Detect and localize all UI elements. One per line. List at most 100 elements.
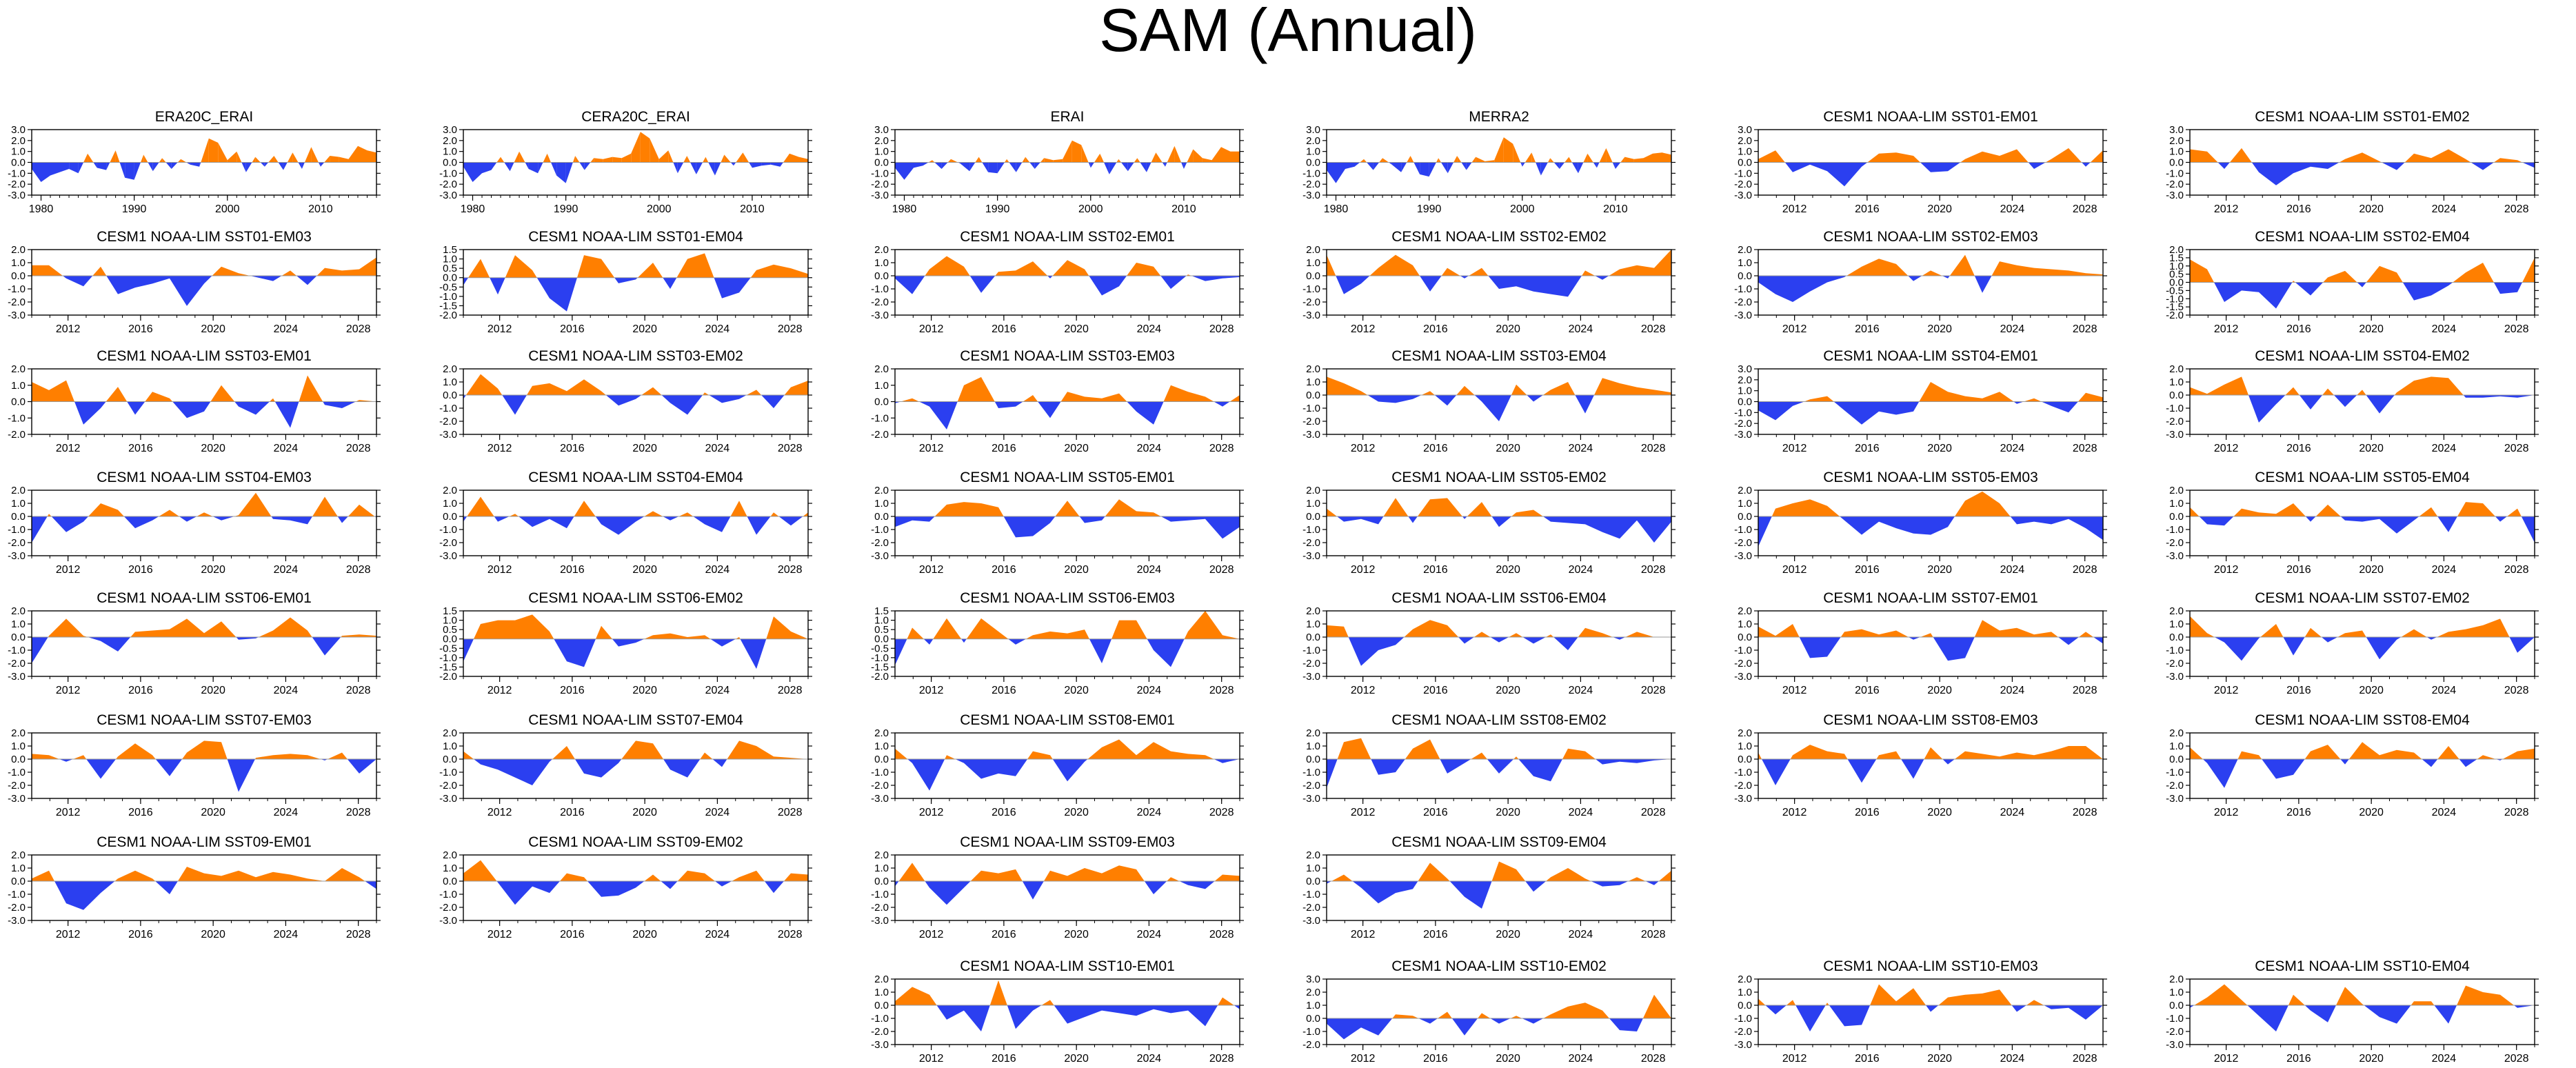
positive-area: [1404, 629, 1413, 637]
negative-area: [93, 162, 97, 168]
positive-area: [496, 157, 501, 163]
negative-area: [239, 637, 256, 640]
y-tick-label: -1.0: [1302, 283, 1320, 295]
negative-area: [1482, 395, 1499, 421]
positive-area: [2431, 1001, 2435, 1005]
positive-area: [2348, 742, 2362, 759]
negative-area: [636, 881, 645, 888]
x-tick-label: 1990: [985, 203, 1010, 215]
negative-area: [550, 516, 567, 529]
positive-area: [1033, 261, 1048, 276]
negative-area: [1378, 395, 1396, 403]
positive-area: [1599, 148, 1607, 163]
y-tick-label: 2.0: [443, 363, 457, 375]
positive-area: [1602, 378, 1620, 395]
sam-panel: CESM1 NOAA-LIM SST03-EM04-3.0-2.0-1.00.0…: [1302, 348, 1676, 454]
y-tick-label: -1.0: [2166, 293, 2184, 305]
positive-area: [2017, 149, 2029, 163]
x-tick-label: 2000: [647, 203, 672, 215]
positive-area: [1982, 989, 2000, 1005]
x-tick-label: 2028: [346, 443, 371, 454]
positive-area: [2457, 985, 2466, 1005]
x-tick-label: 2024: [2000, 1053, 2025, 1065]
positive-area: [1023, 395, 1033, 402]
positive-area: [703, 157, 706, 163]
negative-area: [323, 401, 325, 405]
y-tick-label: -3.0: [871, 793, 889, 805]
positive-area: [2034, 398, 2042, 402]
panel-frame: [2189, 978, 2535, 1045]
sam-panel: CESM1 NOAA-LIM SST09-EM02-3.0-2.0-1.00.0…: [439, 834, 812, 940]
negative-area: [2357, 282, 2362, 288]
negative-area: [1461, 162, 1467, 170]
x-tick-label: 2012: [2214, 564, 2239, 576]
positive-area: [2207, 269, 2214, 283]
positive-area: [2379, 749, 2397, 759]
negative-area: [296, 276, 308, 285]
positive-area: [2483, 992, 2500, 1005]
positive-area: [527, 385, 532, 395]
negative-area: [1637, 759, 1654, 763]
negative-area: [618, 516, 636, 535]
positive-area: [612, 157, 622, 163]
y-tick-label: 2.0: [11, 135, 26, 147]
x-tick-label: 2028: [1641, 929, 1666, 940]
negative-area: [273, 276, 282, 281]
positive-area: [705, 157, 709, 163]
negative-area: [1578, 162, 1584, 174]
x-tick-label: 2028: [778, 443, 803, 454]
negative-area: [2514, 1005, 2517, 1008]
y-tick-label: -2.0: [439, 780, 457, 792]
y-tick-label: 0.0: [11, 876, 26, 887]
negative-area: [1620, 516, 1637, 539]
panel-frame: [1326, 732, 1672, 799]
positive-area: [2276, 624, 2284, 637]
positive-area: [2069, 270, 2086, 276]
positive-area: [964, 266, 970, 276]
negative-area: [2340, 516, 2345, 521]
positive-area: [550, 383, 567, 395]
negative-area: [923, 638, 929, 645]
positive-area: [1027, 751, 1033, 759]
negative-area: [325, 637, 341, 656]
x-tick-label: 2024: [274, 807, 299, 818]
negative-area: [148, 162, 153, 172]
positive-area: [118, 870, 135, 881]
positive-area: [2086, 392, 2103, 402]
positive-area: [1568, 1002, 1585, 1018]
x-tick-label: 2012: [56, 807, 81, 818]
negative-area: [1931, 162, 1948, 172]
negative-area: [41, 162, 50, 182]
y-tick-label: -2.0: [2166, 310, 2184, 321]
negative-area: [2466, 395, 2483, 398]
positive-area: [1810, 499, 1827, 516]
positive-area: [1382, 158, 1389, 163]
positive-area: [957, 385, 964, 402]
x-tick-label: 2012: [1351, 1053, 1376, 1065]
negative-area: [271, 516, 273, 519]
y-tick-label: 1.0: [1738, 385, 1752, 397]
positive-area: [498, 620, 515, 639]
positive-area: [2292, 281, 2293, 283]
positive-area: [356, 400, 359, 402]
negative-area: [97, 162, 107, 170]
positive-area: [308, 630, 312, 637]
positive-area: [1188, 611, 1205, 639]
negative-area: [463, 162, 473, 182]
negative-area: [550, 759, 553, 762]
positive-area: [756, 870, 765, 881]
negative-area: [912, 759, 929, 791]
panel-frame: [894, 732, 1240, 799]
y-tick-label: -2.0: [871, 429, 889, 441]
positive-area: [1793, 499, 1810, 516]
positive-area: [774, 616, 791, 639]
negative-area: [1352, 881, 1361, 888]
panel-frame: [2189, 490, 2535, 556]
negative-area: [1085, 759, 1088, 762]
sam-panel: CESM1 NOAA-LIM SST03-EM01-2.0-1.00.01.02…: [8, 348, 381, 454]
negative-area: [342, 401, 356, 408]
positive-area: [1447, 625, 1459, 637]
negative-area: [1482, 881, 1492, 909]
positive-area: [1436, 158, 1439, 163]
sam-panel: CESM1 NOAA-LIM SST05-EM04-3.0-2.0-1.00.0…: [2166, 470, 2539, 576]
